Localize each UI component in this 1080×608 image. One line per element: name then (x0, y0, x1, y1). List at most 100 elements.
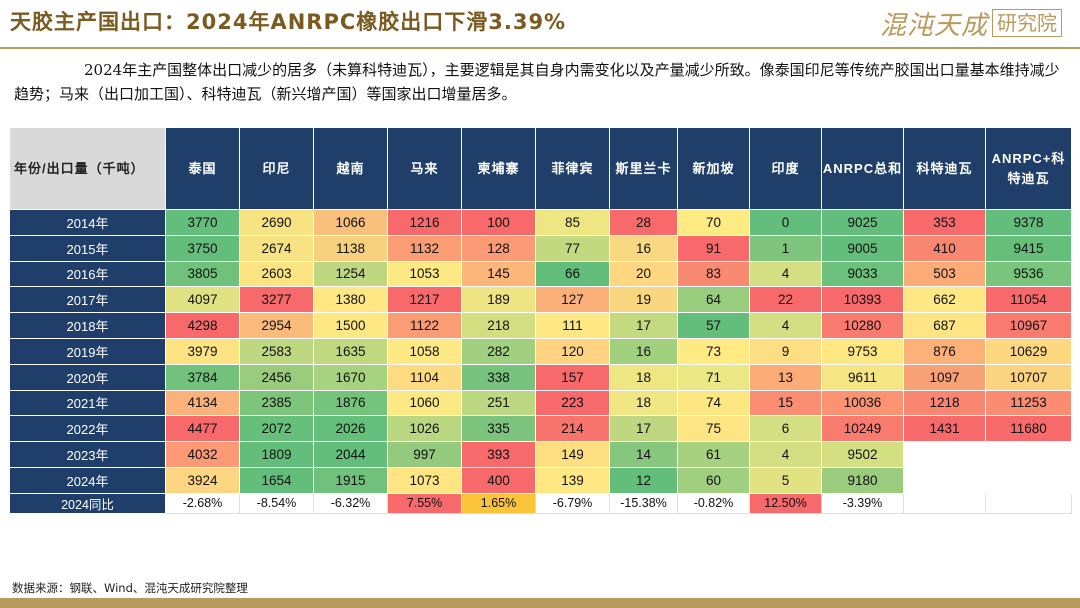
value-cell: 1097 (903, 363, 986, 391)
value-cell: 28 (609, 209, 678, 236)
value-cell: 1026 (387, 415, 462, 443)
value-cell: 4032 (165, 441, 240, 468)
yoy-cell: -0.82% (677, 492, 750, 514)
value-cell: 17 (609, 415, 678, 443)
column-header: 越南 (313, 127, 388, 210)
value-cell: 3770 (165, 209, 240, 236)
value-cell: 3805 (165, 260, 240, 288)
year-cell: 2016年 (9, 260, 166, 288)
blank-cell (903, 441, 986, 468)
value-cell: 1217 (387, 286, 462, 314)
column-header: 柬埔寨 (461, 127, 536, 210)
data-source-note: 数据来源：钢联、Wind、混沌天成研究院整理 (12, 581, 248, 595)
value-cell: 10249 (821, 415, 904, 443)
value-cell: 1254 (313, 260, 388, 288)
value-cell: 997 (387, 441, 462, 468)
column-header: 印尼 (239, 127, 314, 210)
value-cell: 1 (749, 234, 822, 262)
value-cell: 335 (461, 415, 536, 443)
value-cell: 1132 (387, 234, 462, 262)
value-cell: 74 (677, 389, 750, 417)
value-cell: 64 (677, 286, 750, 314)
value-cell: 139 (535, 466, 610, 494)
year-cell: 2014年 (9, 209, 166, 236)
header-divider (0, 47, 1080, 49)
value-cell: 9378 (985, 209, 1072, 236)
value-cell: 1138 (313, 234, 388, 262)
yoy-cell: 7.55% (387, 492, 462, 514)
value-cell: 111 (535, 312, 610, 339)
table-row: 2017年 4097 3277 1380 1217 189 127 19 64 22 10393 66… (9, 286, 1072, 314)
value-cell: 9033 (821, 260, 904, 288)
yoy-label-cell: 2024同比 (9, 492, 166, 514)
value-cell: 251 (461, 389, 536, 417)
value-cell: 3784 (165, 363, 240, 391)
value-cell: 71 (677, 363, 750, 391)
value-cell: 2690 (239, 209, 314, 236)
value-cell: 1073 (387, 466, 462, 494)
table-row: 2024年 3924 1654 1915 1073 400 139 12 60 5 9180 (9, 466, 1072, 494)
value-cell: 3924 (165, 466, 240, 494)
table-row: 2019年 3979 2583 1635 1058 282 120 16 73 9 9753 876 1… (9, 337, 1072, 365)
value-cell: 10629 (985, 337, 1072, 365)
value-cell: 3277 (239, 286, 314, 314)
value-cell: 18 (609, 363, 678, 391)
table-row: 2021年 4134 2385 1876 1060 251 223 18 74 15 10036 12… (9, 389, 1072, 417)
column-header: 斯里兰卡 (609, 127, 678, 210)
value-cell: 2456 (239, 363, 314, 391)
corner-header: 年份/出口量（千吨） (9, 127, 166, 210)
value-cell: 2954 (239, 312, 314, 339)
value-cell: 2044 (313, 441, 388, 468)
value-cell: 400 (461, 466, 536, 494)
table-row: 2015年 3750 2674 1138 1132 128 77 16 91 1 9005 410 94… (9, 234, 1072, 262)
value-cell: 73 (677, 337, 750, 365)
year-cell: 2024年 (9, 466, 166, 494)
value-cell: 223 (535, 389, 610, 417)
value-cell: 2674 (239, 234, 314, 262)
value-cell: 66 (535, 260, 610, 288)
value-cell: 22 (749, 286, 822, 314)
table-row: 2023年 4032 1809 2044 997 393 149 14 61 4 9502 (9, 441, 1072, 468)
value-cell: 91 (677, 234, 750, 262)
value-cell: 218 (461, 312, 536, 339)
value-cell: 4134 (165, 389, 240, 417)
column-header: 菲律宾 (535, 127, 610, 210)
value-cell: 9005 (821, 234, 904, 262)
value-cell: 128 (461, 234, 536, 262)
yoy-cell: -6.32% (313, 492, 388, 514)
value-cell: 19 (609, 286, 678, 314)
value-cell: 10707 (985, 363, 1072, 391)
value-cell: 10280 (821, 312, 904, 339)
page-title: 天胶主产国出口：2024年ANRPC橡胶出口下滑3.39% (10, 10, 567, 34)
value-cell: 9415 (985, 234, 1072, 262)
column-header: 印度 (749, 127, 822, 210)
value-cell: 410 (903, 234, 986, 262)
year-cell: 2021年 (9, 389, 166, 417)
value-cell: 1218 (903, 389, 986, 417)
value-cell: 2026 (313, 415, 388, 443)
year-cell: 2020年 (9, 363, 166, 391)
value-cell: 10036 (821, 389, 904, 417)
year-cell: 2018年 (9, 312, 166, 339)
value-cell: 1635 (313, 337, 388, 365)
summary-paragraph: 2024年主产国整体出口减少的居多（未算科特迪瓦），主要逻辑是其自身内需变化以及… (14, 61, 1060, 103)
value-cell: 18 (609, 389, 678, 417)
value-cell: 11253 (985, 389, 1072, 417)
yoy-cell: -8.54% (239, 492, 314, 514)
table-row: 2016年 3805 2603 1254 1053 145 66 20 83 4 9033 503 95… (9, 260, 1072, 288)
value-cell: 1122 (387, 312, 462, 339)
value-cell: 1058 (387, 337, 462, 365)
value-cell: 4 (749, 312, 822, 339)
yoy-cell: 1.65% (461, 492, 536, 514)
value-cell: 83 (677, 260, 750, 288)
value-cell: 20 (609, 260, 678, 288)
value-cell: 1670 (313, 363, 388, 391)
value-cell: 1216 (387, 209, 462, 236)
value-cell: 16 (609, 234, 678, 262)
value-cell: 4 (749, 260, 822, 288)
company-logo: 混沌天成 研究院 (880, 6, 1062, 41)
table-body: 2014年 3770 2690 1066 1216 100 85 28 70 0 9025 353 93… (9, 209, 1072, 514)
year-cell: 2017年 (9, 286, 166, 314)
value-cell: 9502 (821, 441, 904, 468)
value-cell: 3750 (165, 234, 240, 262)
